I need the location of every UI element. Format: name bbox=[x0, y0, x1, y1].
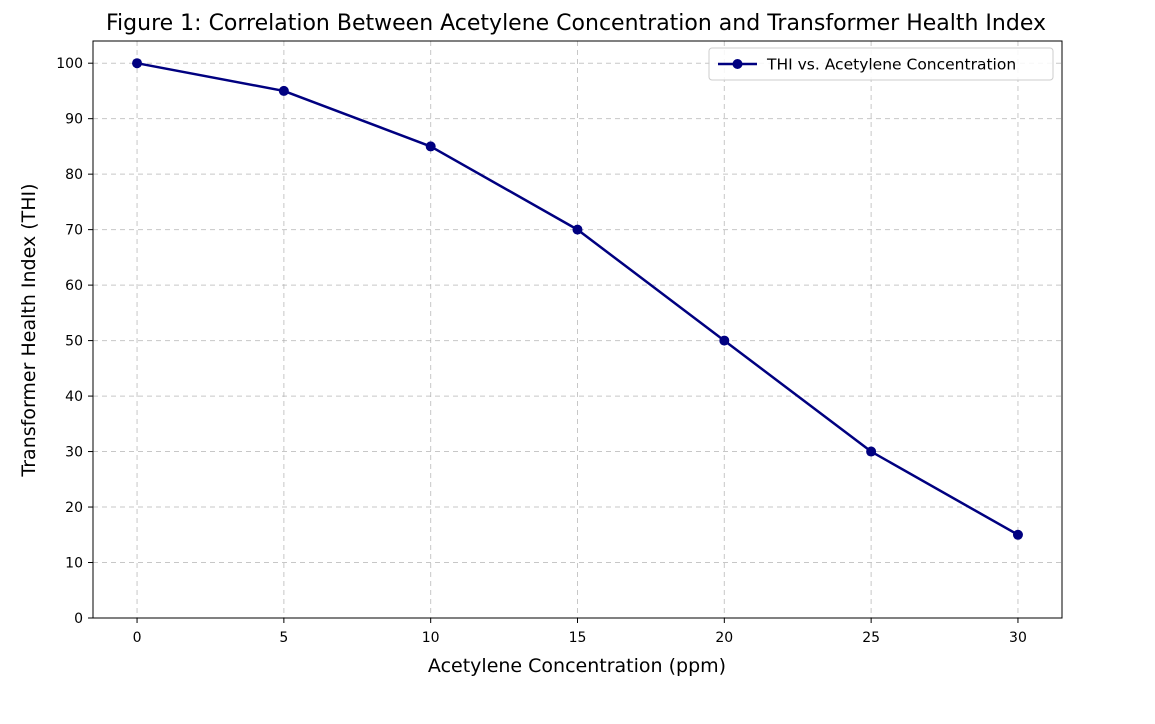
series-layer bbox=[132, 58, 1023, 540]
x-tick-label: 0 bbox=[133, 630, 142, 646]
y-tick-label: 0 bbox=[74, 611, 83, 627]
x-tick-label: 5 bbox=[279, 630, 288, 646]
y-tick-label: 70 bbox=[65, 223, 83, 239]
y-axis-label: Transformer Health Index (THI) bbox=[18, 183, 40, 477]
x-tick-label: 25 bbox=[862, 630, 880, 646]
y-tick-label: 60 bbox=[65, 278, 83, 294]
x-tick-label: 30 bbox=[1009, 630, 1027, 646]
data-point bbox=[278, 85, 289, 96]
axis-ticks: 0 5 10 15 20 25 30 0 10 20 30 40 50 60 70 80 90 100 bbox=[56, 56, 1027, 646]
legend-box bbox=[708, 47, 1054, 81]
x-tick-label: 15 bbox=[569, 630, 587, 646]
x-tick-label: 20 bbox=[715, 630, 733, 646]
data-point bbox=[572, 224, 583, 235]
y-tick-label: 10 bbox=[65, 556, 83, 572]
y-tick-label: 40 bbox=[65, 389, 83, 405]
y-tick-label: 20 bbox=[65, 500, 83, 516]
legend-label: THI vs. Acetylene Concentration bbox=[766, 56, 1016, 74]
y-tick-label: 50 bbox=[65, 334, 83, 350]
data-point bbox=[132, 58, 143, 69]
plot-frame bbox=[92, 40, 1063, 619]
legend-marker bbox=[732, 59, 743, 69]
x-axis-label: Acetylene Concentration (ppm) bbox=[428, 655, 726, 677]
x-tick-label: 10 bbox=[422, 630, 440, 646]
y-tick-label: 80 bbox=[65, 167, 83, 183]
y-tick-label: 90 bbox=[65, 112, 83, 128]
legend: THI vs. Acetylene Concentration bbox=[708, 47, 1054, 81]
grid bbox=[93, 41, 1062, 619]
y-tick-label: 100 bbox=[56, 56, 83, 72]
data-point bbox=[1012, 529, 1023, 540]
data-point bbox=[425, 141, 436, 152]
y-tick-label: 30 bbox=[65, 445, 83, 461]
data-point bbox=[866, 446, 877, 457]
chart-title: Figure 1: Correlation Between Acetylene … bbox=[106, 11, 1046, 36]
data-point bbox=[719, 335, 730, 346]
